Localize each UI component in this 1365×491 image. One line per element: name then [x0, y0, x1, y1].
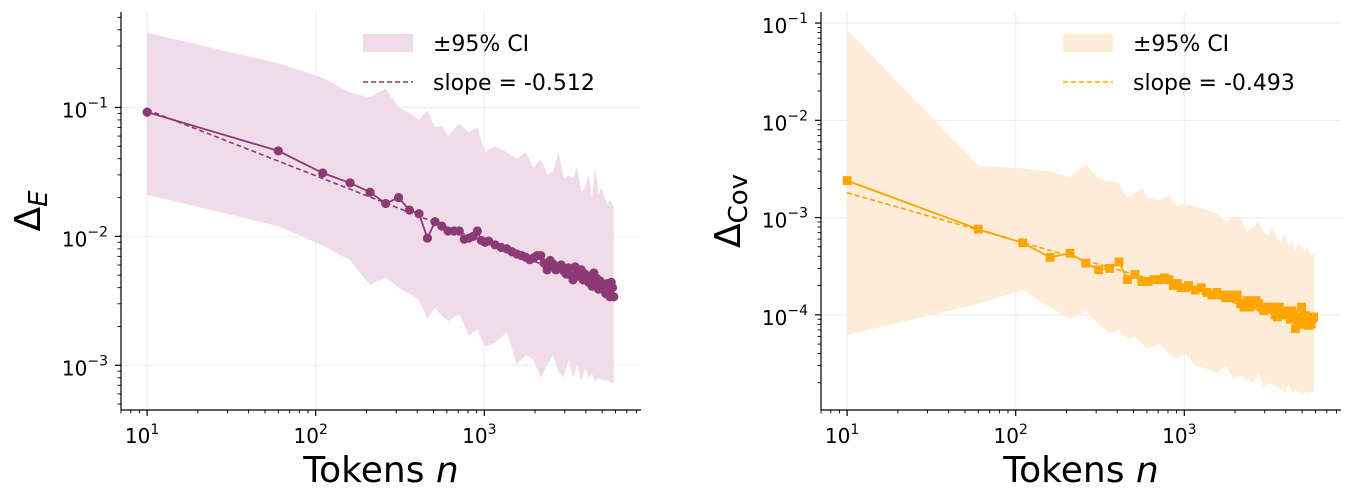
data-point: [381, 198, 391, 209]
data-point: [393, 192, 404, 203]
y-tick-label: 10−2: [762, 108, 808, 135]
y-tick-label: 10−1: [62, 95, 108, 122]
data-point: [1065, 248, 1075, 258]
data-point: [1286, 314, 1295, 324]
y-tick-label: 10−3: [762, 206, 808, 233]
legend-band-swatch: [363, 34, 413, 52]
data-point: [1154, 275, 1164, 285]
data-point: [542, 265, 552, 275]
y-tick-label: 10−4: [762, 303, 808, 330]
data-point: [1105, 264, 1114, 273]
data-point: [318, 168, 328, 178]
x-tick-label: 101: [825, 422, 859, 448]
confidence-band: [147, 32, 614, 384]
data-point: [1184, 281, 1193, 290]
data-point: [1130, 270, 1140, 279]
x-tick-label: 103: [1162, 422, 1196, 448]
data-point: [607, 283, 618, 293]
legend-label-slope: slope = -0.512: [433, 71, 595, 96]
data-point: [404, 205, 415, 215]
data-point: [414, 209, 424, 219]
legend-label-ci: ±95% CI: [1133, 32, 1229, 57]
data-point: [1207, 290, 1217, 300]
data-point: [1045, 252, 1055, 262]
data-point: [1232, 290, 1242, 300]
data-point: [1018, 238, 1028, 248]
data-point: [1242, 296, 1252, 306]
data-point: [437, 221, 447, 231]
x-axis-title: Tokens n: [302, 450, 458, 491]
data-point: [472, 226, 482, 236]
right-panel: 101 102 103 10−4 10−3 10−2 10−1 Tokens n ΔCov ±95…: [708, 11, 1341, 491]
data-point: [454, 226, 464, 236]
data-point: [1159, 273, 1169, 283]
data-point: [430, 217, 440, 227]
data-point: [536, 250, 546, 261]
data-point: [422, 233, 433, 243]
data-point: [842, 176, 852, 185]
data-point: [345, 178, 355, 188]
data-point: [1239, 302, 1249, 312]
data-point: [1298, 319, 1308, 329]
data-point: [1190, 285, 1200, 295]
data-point: [1297, 302, 1306, 312]
data-point: [1081, 258, 1091, 268]
confidence-band: [847, 29, 1314, 395]
data-point: [1309, 312, 1319, 322]
y-tick-label: 10−3: [62, 353, 108, 380]
x-tick-label: 103: [462, 422, 496, 448]
left-panel: 101 102 103 10−3 10−2 10−1 Tokens n ΔE ±95% CI sl…: [8, 12, 641, 491]
x-tick-label: 102: [994, 422, 1028, 448]
data-point: [1196, 283, 1206, 293]
data-point: [1164, 275, 1174, 285]
x-tick-label: 101: [125, 422, 159, 448]
data-point: [1137, 277, 1147, 286]
data-point: [1149, 275, 1159, 285]
x-axis-title: Tokens n: [1002, 450, 1158, 491]
data-point: [1094, 265, 1103, 275]
y-tick-label: 10−1: [762, 11, 808, 38]
data-point: [365, 187, 375, 197]
data-point: [1272, 312, 1282, 322]
y-axis-title: ΔCov: [708, 174, 754, 248]
data-point: [1291, 324, 1300, 334]
data-point: [609, 292, 619, 302]
legend-label-ci: ±95% CI: [433, 32, 529, 57]
fit-line: [146, 108, 615, 294]
y-tick-label: 10−2: [62, 224, 108, 251]
data-point: [1123, 275, 1132, 285]
data-point: [1202, 288, 1212, 297]
data-point: [1114, 257, 1124, 267]
data-point: [142, 107, 152, 117]
legend-band-swatch: [1063, 34, 1113, 52]
y-axis-title: ΔE: [8, 190, 54, 232]
data-point: [973, 224, 983, 234]
data-point: [1306, 319, 1316, 329]
data-point: [1268, 304, 1278, 314]
data-point: [1143, 277, 1153, 286]
legend-label-slope: slope = -0.493: [1133, 71, 1295, 96]
data-point: [273, 146, 283, 156]
data-point: [1212, 288, 1222, 297]
x-tick-label: 102: [294, 422, 328, 448]
